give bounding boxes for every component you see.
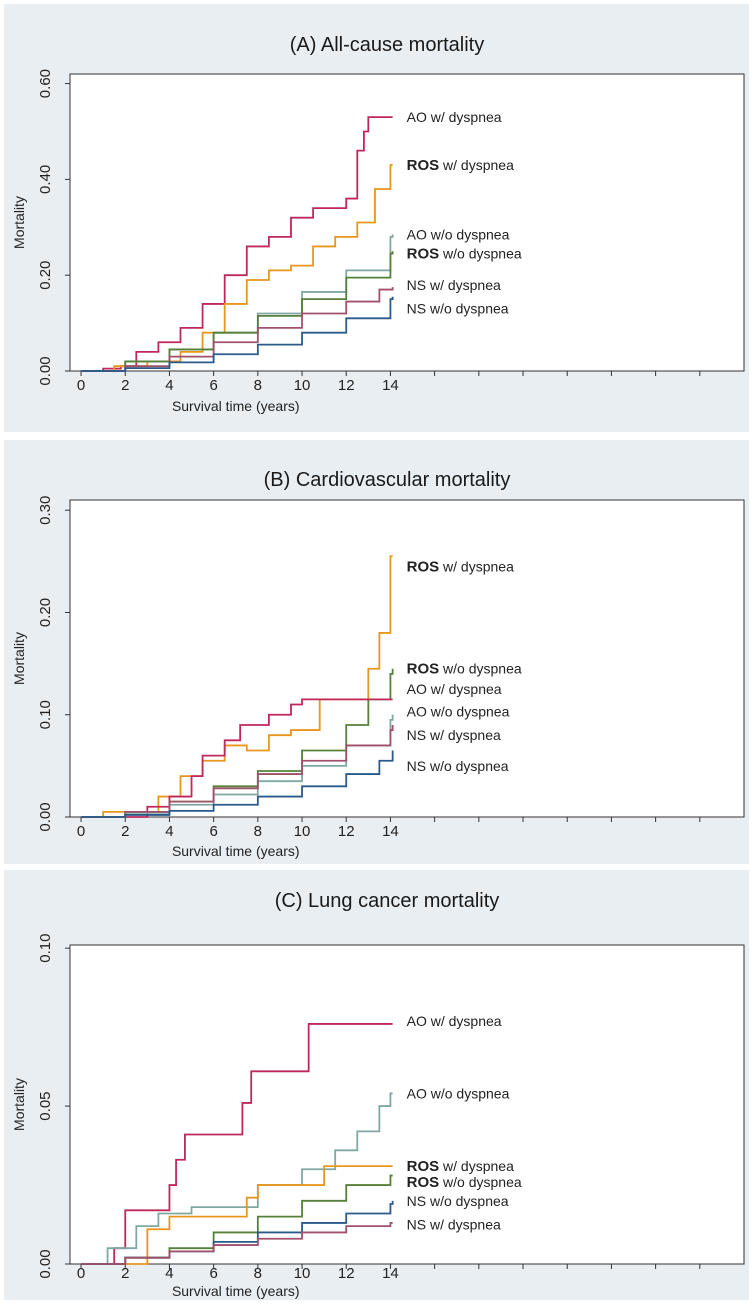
x-tick-label: 4 — [165, 823, 173, 840]
x-tick-label: 4 — [165, 377, 173, 394]
x-tick-label: 6 — [209, 1265, 217, 1282]
plot-area — [69, 944, 745, 1265]
series-label-ros-w-o-dyspnea: ROS w/o dyspnea — [407, 1174, 522, 1191]
series-line-ros-w-o-dyspnea — [81, 251, 394, 372]
series-label-ao-w-o-dyspnea: AO w/o dyspnea — [407, 704, 510, 720]
x-tick-label: 2 — [121, 1265, 129, 1282]
panel-cardiovascular-mortality: (B) Cardiovascular mortality 0 2 4 6 8 10 12 14 S… — [4, 440, 749, 864]
x-tick-label: 0 — [77, 823, 85, 840]
chart-cardiovascular-mortality: (B) Cardiovascular mortality 0 2 4 6 8 10 12 14 S… — [11, 469, 745, 859]
series-label-ao-w-dyspnea: AO w/ dyspnea — [407, 109, 502, 125]
x-tick-label: 6 — [209, 823, 217, 840]
series-label-ns-w-dyspnea: NS w/ dyspnea — [407, 277, 501, 293]
y-tick-label: 0.00 — [37, 356, 54, 385]
x-tick-label: 4 — [165, 1265, 173, 1282]
x-tick-label: 12 — [338, 1265, 355, 1282]
x-tick-label: 0 — [77, 1265, 85, 1282]
series-line-ao-w-dyspnea — [81, 1023, 393, 1265]
x-tick-label: 0 — [77, 377, 85, 394]
x-tick-label: 8 — [254, 823, 262, 840]
x-tick-label: 10 — [294, 377, 311, 394]
x-tick-label: 10 — [294, 1265, 311, 1282]
series-line-ns-w-dyspnea — [81, 287, 394, 372]
panel-lung-cancer-mortality: (C) Lung cancer mortality 0 2 4 6 8 10 12 14 Surv… — [4, 870, 749, 1300]
series-line-ns-w-dyspnea — [81, 1222, 393, 1265]
series-label-ros-w-o-dyspnea: ROS w/o dyspnea — [407, 661, 522, 678]
plot-area — [69, 73, 745, 372]
x-axis-label: Survival time (years) — [172, 843, 300, 859]
series-label-ns-w-dyspnea: NS w/ dyspnea — [407, 727, 501, 743]
x-tick-label: 14 — [382, 377, 399, 394]
panel-all-cause-mortality: (A) All-cause mortality 0 2 4 6 8 10 12 14 Surviv… — [4, 4, 749, 432]
x-axis-label: Survival time (years) — [172, 1283, 300, 1299]
series-label-ros-w-o-dyspnea: ROS w/o dyspnea — [407, 246, 522, 263]
series-label-ros-w-dyspnea: ROS w/ dyspnea — [407, 558, 514, 575]
chart-title: (B) Cardiovascular mortality — [264, 469, 511, 491]
chart-title: (C) Lung cancer mortality — [275, 890, 500, 912]
x-tick-label: 8 — [254, 1265, 262, 1282]
y-tick-label: 0.10 — [37, 700, 54, 729]
series-label-ns-w-o-dyspnea: NS w/o dyspnea — [407, 1193, 509, 1209]
series-label-ao-w-o-dyspnea: AO w/o dyspnea — [407, 1085, 510, 1101]
series-line-ao-w-dyspnea — [81, 116, 393, 372]
series-line-ns-w-o-dyspnea — [81, 750, 394, 818]
y-tick-label: 0.60 — [37, 69, 54, 98]
series-label-ao-w-dyspnea: AO w/ dyspnea — [407, 1013, 502, 1029]
series-label-ns-w-o-dyspnea: NS w/o dyspnea — [407, 301, 509, 317]
x-axis-label: Survival time (years) — [172, 398, 300, 414]
plot-area — [69, 499, 745, 818]
y-tick-label: 0.00 — [37, 1249, 54, 1278]
y-tick-label: 0.05 — [37, 1091, 54, 1120]
y-axis-label: Mortality — [11, 196, 27, 249]
x-tick-label: 6 — [209, 377, 217, 394]
x-tick-label: 2 — [121, 377, 129, 394]
series-label-ao-w-o-dyspnea: AO w/o dyspnea — [407, 226, 510, 242]
series-label-ns-w-dyspnea: NS w/ dyspnea — [407, 1217, 501, 1233]
x-tick-label: 8 — [254, 377, 262, 394]
x-tick-label: 14 — [382, 1265, 399, 1282]
x-tick-label: 2 — [121, 823, 129, 840]
series-label-ns-w-o-dyspnea: NS w/o dyspnea — [407, 758, 509, 774]
x-tick-label: 12 — [338, 377, 355, 394]
x-tick-label: 12 — [338, 823, 355, 840]
x-tick-label: 14 — [382, 823, 399, 840]
series-line-ns-w-o-dyspnea — [81, 296, 394, 372]
y-tick-label: 0.40 — [37, 165, 54, 194]
y-tick-label: 0.20 — [37, 598, 54, 627]
chart-all-cause-mortality: (A) All-cause mortality 0 2 4 6 8 10 12 14 Surviv… — [11, 34, 745, 414]
x-tick-label: 10 — [294, 823, 311, 840]
chart-lung-cancer-mortality: (C) Lung cancer mortality 0 2 4 6 8 10 12 14 Surv… — [11, 890, 745, 1299]
y-tick-label: 0.10 — [37, 934, 54, 963]
y-tick-label: 0.00 — [37, 802, 54, 831]
series-label-ros-w-dyspnea: ROS w/ dyspnea — [407, 1158, 514, 1175]
series-label-ao-w-dyspnea: AO w/ dyspnea — [407, 681, 502, 697]
chart-title: (A) All-cause mortality — [290, 34, 485, 56]
y-axis-label: Mortality — [11, 632, 27, 685]
series-label-ros-w-dyspnea: ROS w/ dyspnea — [407, 157, 514, 174]
y-tick-label: 0.20 — [37, 261, 54, 290]
series-line-ns-w-dyspnea — [81, 724, 394, 818]
y-tick-label: 0.30 — [37, 496, 54, 525]
y-axis-label: Mortality — [11, 1078, 27, 1131]
